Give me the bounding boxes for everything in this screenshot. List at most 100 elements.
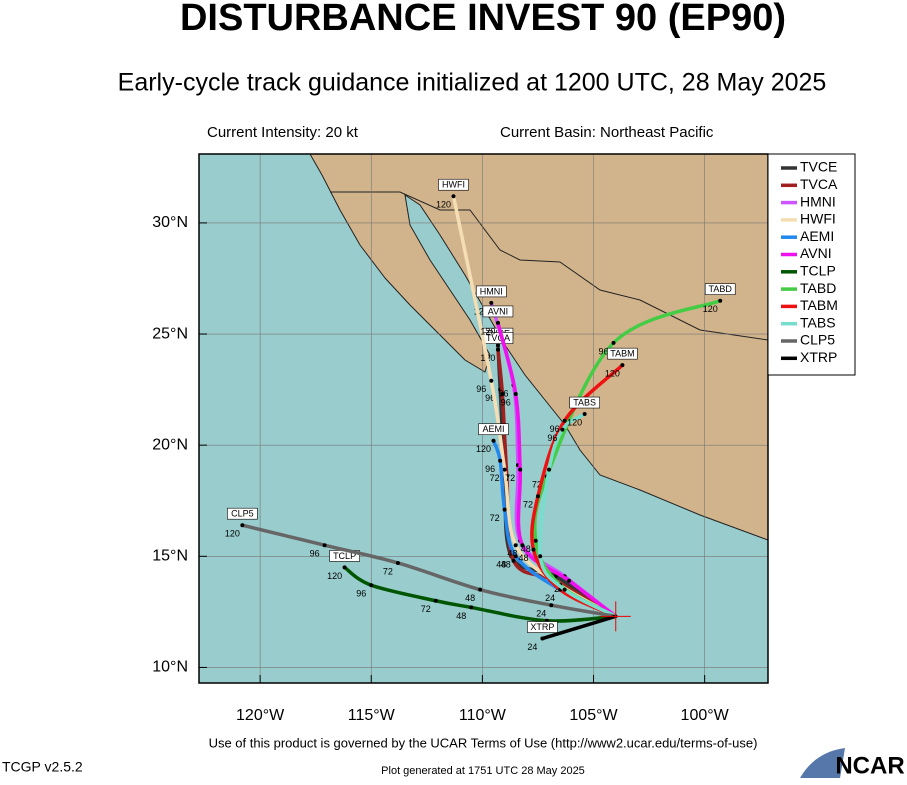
track-point [489, 300, 494, 305]
hour-label: 72 [490, 473, 500, 483]
hour-label: 120 [327, 571, 342, 581]
track-point [513, 554, 518, 559]
track-point [500, 392, 505, 397]
track-id: TVCA [486, 333, 510, 343]
hour-label: 48 [501, 560, 511, 570]
hour-label: 48 [521, 544, 531, 554]
track-point [562, 587, 567, 592]
generated: Plot generated at 1751 UTC 28 May 2025 [381, 765, 585, 777]
intensity: Current Intensity: 20 kt [207, 124, 359, 141]
track-point [395, 560, 400, 565]
land [309, 154, 768, 541]
hour-label: 120 [605, 369, 620, 379]
track-id: HWFI [442, 180, 465, 190]
hour-label: 96 [476, 384, 486, 394]
hour-label: 72 [532, 480, 542, 490]
track-point [502, 507, 507, 512]
hour-label: 96 [599, 346, 609, 356]
hour-label: 72 [523, 500, 533, 510]
hour-label: 72 [505, 473, 515, 483]
track-point [469, 605, 474, 610]
track-point [495, 343, 500, 348]
x-tick-label: 100°W [681, 707, 730, 724]
hour-label: 72 [421, 604, 431, 614]
subtitle: Early-cycle track guidance initialized a… [118, 69, 827, 97]
y-tick-label: 15°N [152, 548, 188, 565]
hour-label: 48 [465, 593, 475, 603]
track-id: TABM [610, 349, 634, 359]
hour-label: 120 [474, 306, 489, 316]
track-id: CLP5 [231, 509, 254, 519]
legend-label: TCLP [800, 263, 836, 279]
hour-label: 96 [547, 433, 557, 443]
track-point [531, 547, 536, 552]
track-point [540, 636, 545, 641]
track-point [620, 363, 625, 368]
border [330, 191, 768, 341]
track-point [562, 418, 567, 423]
legend-label: AVNI [800, 245, 832, 261]
x-tick-label: 115°W [348, 707, 396, 724]
version: TCGP v2.5.2 [2, 759, 83, 775]
hour-label: 120 [476, 444, 491, 454]
track-id: TCLP [333, 551, 356, 561]
x-tick-label: 105°W [569, 707, 618, 724]
hour-label: 72 [490, 513, 500, 523]
hour-label: 96 [485, 393, 495, 403]
legend-label: XTRP [800, 349, 837, 365]
track-line [540, 614, 618, 641]
track-id: XTRP [530, 622, 554, 632]
track-id-box [527, 621, 558, 633]
legend-label: AEMI [800, 228, 834, 244]
hour-label: 120 [225, 529, 240, 539]
track-id-box [227, 507, 258, 520]
track-id-box [569, 396, 600, 409]
track-point [322, 543, 327, 548]
hour-label: 24 [527, 642, 537, 652]
legend-label: TABM [800, 297, 838, 313]
track-point [560, 427, 565, 432]
track-point [718, 298, 723, 303]
track-point [547, 467, 552, 472]
hour-label: 48 [456, 611, 466, 621]
hour-label: 120 [480, 326, 495, 336]
legend-label: HMNI [800, 193, 836, 209]
hour-label: 24 [545, 593, 555, 603]
hour-label: 96 [498, 389, 508, 399]
track-point [478, 587, 483, 592]
hour-label: 120 [436, 200, 451, 210]
track-point [567, 578, 572, 583]
legend-label: CLP5 [800, 332, 835, 348]
track-id: AVNI [488, 306, 508, 316]
track-point [538, 554, 543, 559]
hour-label: 24 [536, 609, 546, 619]
track-id-box [478, 423, 509, 436]
x-tick-label: 110°W [459, 707, 507, 724]
hour-label: 96 [501, 397, 511, 407]
y-tick-label: 30°N [152, 214, 188, 231]
track-point [495, 347, 500, 352]
track-id-box [475, 285, 507, 298]
track-id: HMNI [480, 286, 503, 296]
track-line [240, 523, 618, 619]
track-point [513, 543, 518, 548]
y-tick-label: 25°N [152, 325, 188, 342]
hour-label: 96 [310, 549, 320, 559]
hour-label: 48 [507, 549, 517, 559]
y-tick-label: 20°N [152, 436, 188, 453]
title: DISTURBANCE INVEST 90 (EP90) [180, 0, 786, 39]
hour-label: 120 [567, 417, 582, 427]
legend-label: TVCA [800, 176, 838, 192]
track-point [611, 340, 616, 345]
x-tick-label: 120°W [236, 707, 285, 724]
track-point [451, 194, 456, 199]
track-point [533, 538, 538, 543]
hour-label: 96 [485, 464, 495, 474]
track-id-box [482, 305, 514, 318]
terms: Use of this product is governed by the U… [209, 735, 758, 750]
track-id-box [438, 178, 469, 191]
track-point [502, 467, 507, 472]
hour-label: 96 [356, 589, 366, 599]
track-point [495, 320, 500, 325]
